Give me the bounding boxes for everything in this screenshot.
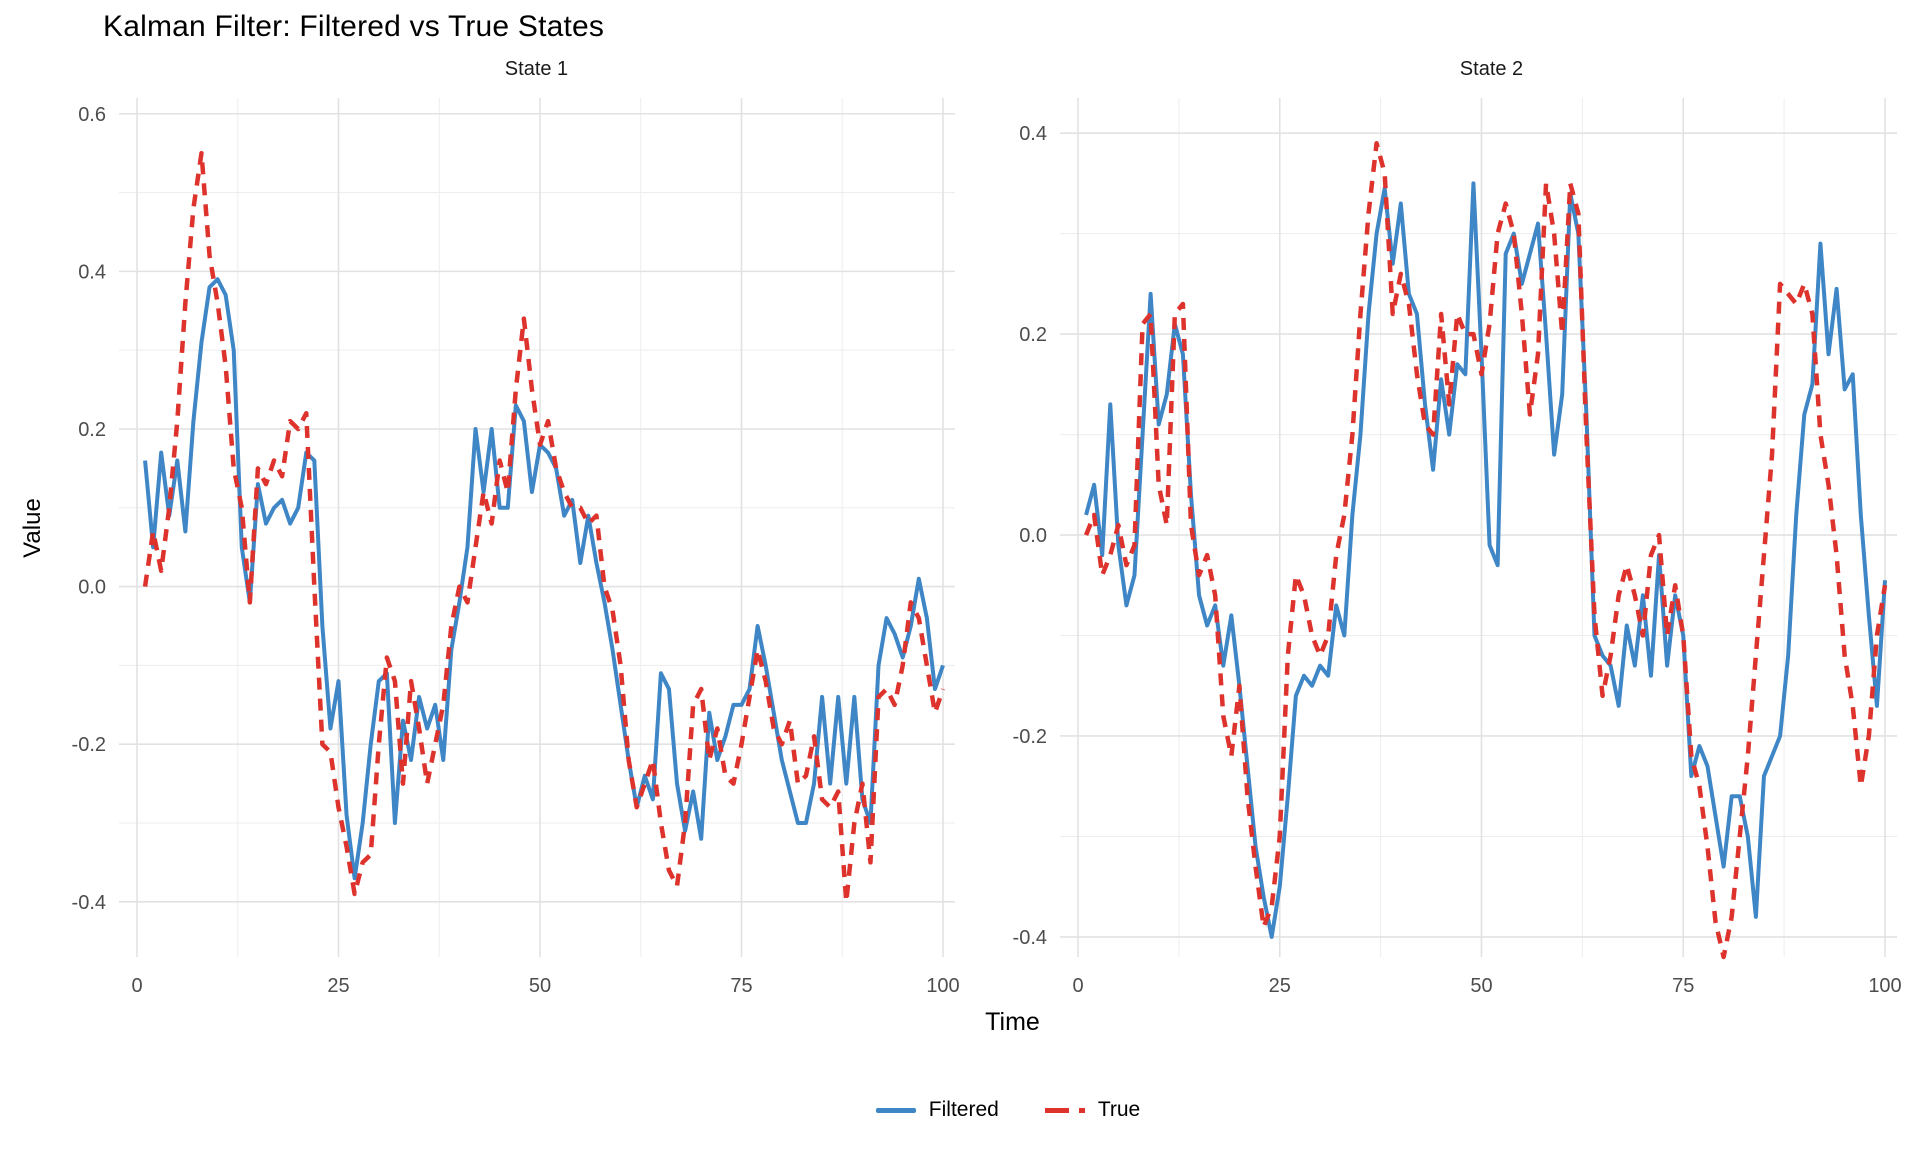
legend: Filtered True	[48, 1090, 1920, 1130]
y-tick-label: -0.4	[1013, 927, 1047, 949]
y-tick-label: 0.0	[78, 577, 106, 599]
x-tick-label: 100	[926, 975, 959, 997]
x-tick-label: 50	[529, 975, 551, 997]
facet-title-state-2: State 2	[1459, 58, 1524, 80]
x-tick-label: 0	[131, 975, 142, 997]
y-tick-label: -0.2	[72, 734, 106, 756]
x-tick-label: 25	[1269, 975, 1291, 997]
x-tick-label: 75	[1672, 975, 1694, 997]
true-line-key-icon	[1044, 1107, 1085, 1113]
legend-label-true: True	[1097, 1098, 1141, 1121]
x-tick-label: 25	[327, 975, 349, 997]
series-line-true-2	[1083, 140, 1888, 960]
legend-label-filtered: Filtered	[928, 1098, 999, 1121]
series-line-true-1	[142, 150, 946, 905]
x-tick-label: 50	[1470, 975, 1492, 997]
series-line-filtered-1	[143, 277, 945, 881]
facet-title-state-1: State 1	[504, 58, 569, 80]
x-tick-label: 0	[1072, 975, 1083, 997]
y-tick-label: 0.6	[78, 104, 106, 126]
legend-item-true: True	[1044, 1098, 1141, 1122]
legend-item-filtered: Filtered	[875, 1098, 999, 1122]
y-tick-label: -0.4	[72, 892, 106, 914]
y-tick-label: 0.0	[1019, 525, 1047, 547]
x-tick-label: 75	[730, 975, 752, 997]
y-axis-title: Value	[19, 498, 46, 558]
filtered-line-key-icon	[875, 1107, 916, 1113]
x-tick-label: 100	[1868, 975, 1901, 997]
y-tick-label: 0.4	[78, 261, 106, 283]
plot-title: Kalman Filter: Filtered vs True States	[103, 10, 605, 43]
y-tick-label: 0.4	[1019, 123, 1047, 145]
y-tick-label: -0.2	[1013, 726, 1047, 748]
x-axis-title: Time	[985, 1008, 1040, 1036]
y-tick-label: 0.2	[78, 419, 106, 441]
y-tick-label: 0.2	[1019, 324, 1047, 346]
